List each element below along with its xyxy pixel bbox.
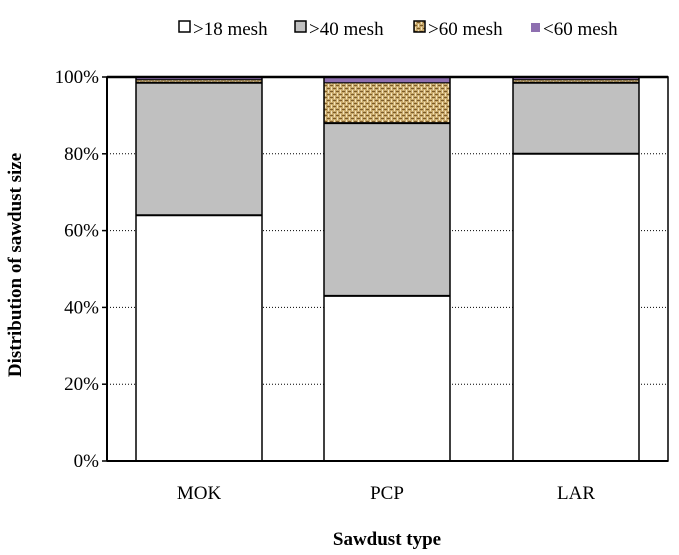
legend-swatch-18-mesh [178,20,191,33]
y-tick-label: 0% [74,451,100,472]
bars [135,76,640,462]
bar-segment [512,153,640,462]
bar-segment [135,82,263,216]
x-category-label: PCP [370,483,404,504]
legend-item-18-mesh: >18 mesh [178,19,268,40]
bar-segment [323,122,451,297]
y-axis-ticks: 0% 20% 40% 60% 80% 100% [55,67,107,472]
x-category-label: MOK [177,483,222,504]
x-axis-title: Sawdust type [333,529,441,550]
legend-item-60-mesh: >60 mesh [413,19,503,40]
y-tick-label: 100% [55,67,100,88]
x-category-label: LAR [557,483,595,504]
x-axis-categories: MOK PCP LAR [177,483,595,504]
legend-swatch-under-60-mesh [531,23,540,32]
legend-label-under-60-mesh: <60 mesh [543,19,618,40]
y-axis-title: Distribution of sawdust size [5,153,26,377]
bar-segment [512,82,640,155]
plot-frame [106,75,669,462]
legend: >18 mesh >40 mesh >60 mesh <60 mesh [178,19,618,40]
legend-label-60-mesh: >60 mesh [428,19,503,40]
bar-segment [323,82,451,124]
bar-segment [135,214,263,462]
y-tick-label: 20% [64,374,99,395]
bar-segment [323,295,451,462]
y-tick-label: 60% [64,221,99,242]
legend-label-40-mesh: >40 mesh [309,19,384,40]
legend-item-40-mesh: >40 mesh [294,19,384,40]
legend-swatch-40-mesh [294,20,307,33]
y-tick-label: 80% [64,144,99,165]
legend-label-18-mesh: >18 mesh [193,19,268,40]
legend-item-under-60-mesh: <60 mesh [531,19,618,40]
legend-swatch-60-mesh [413,20,426,33]
y-tick-label: 40% [64,297,99,318]
